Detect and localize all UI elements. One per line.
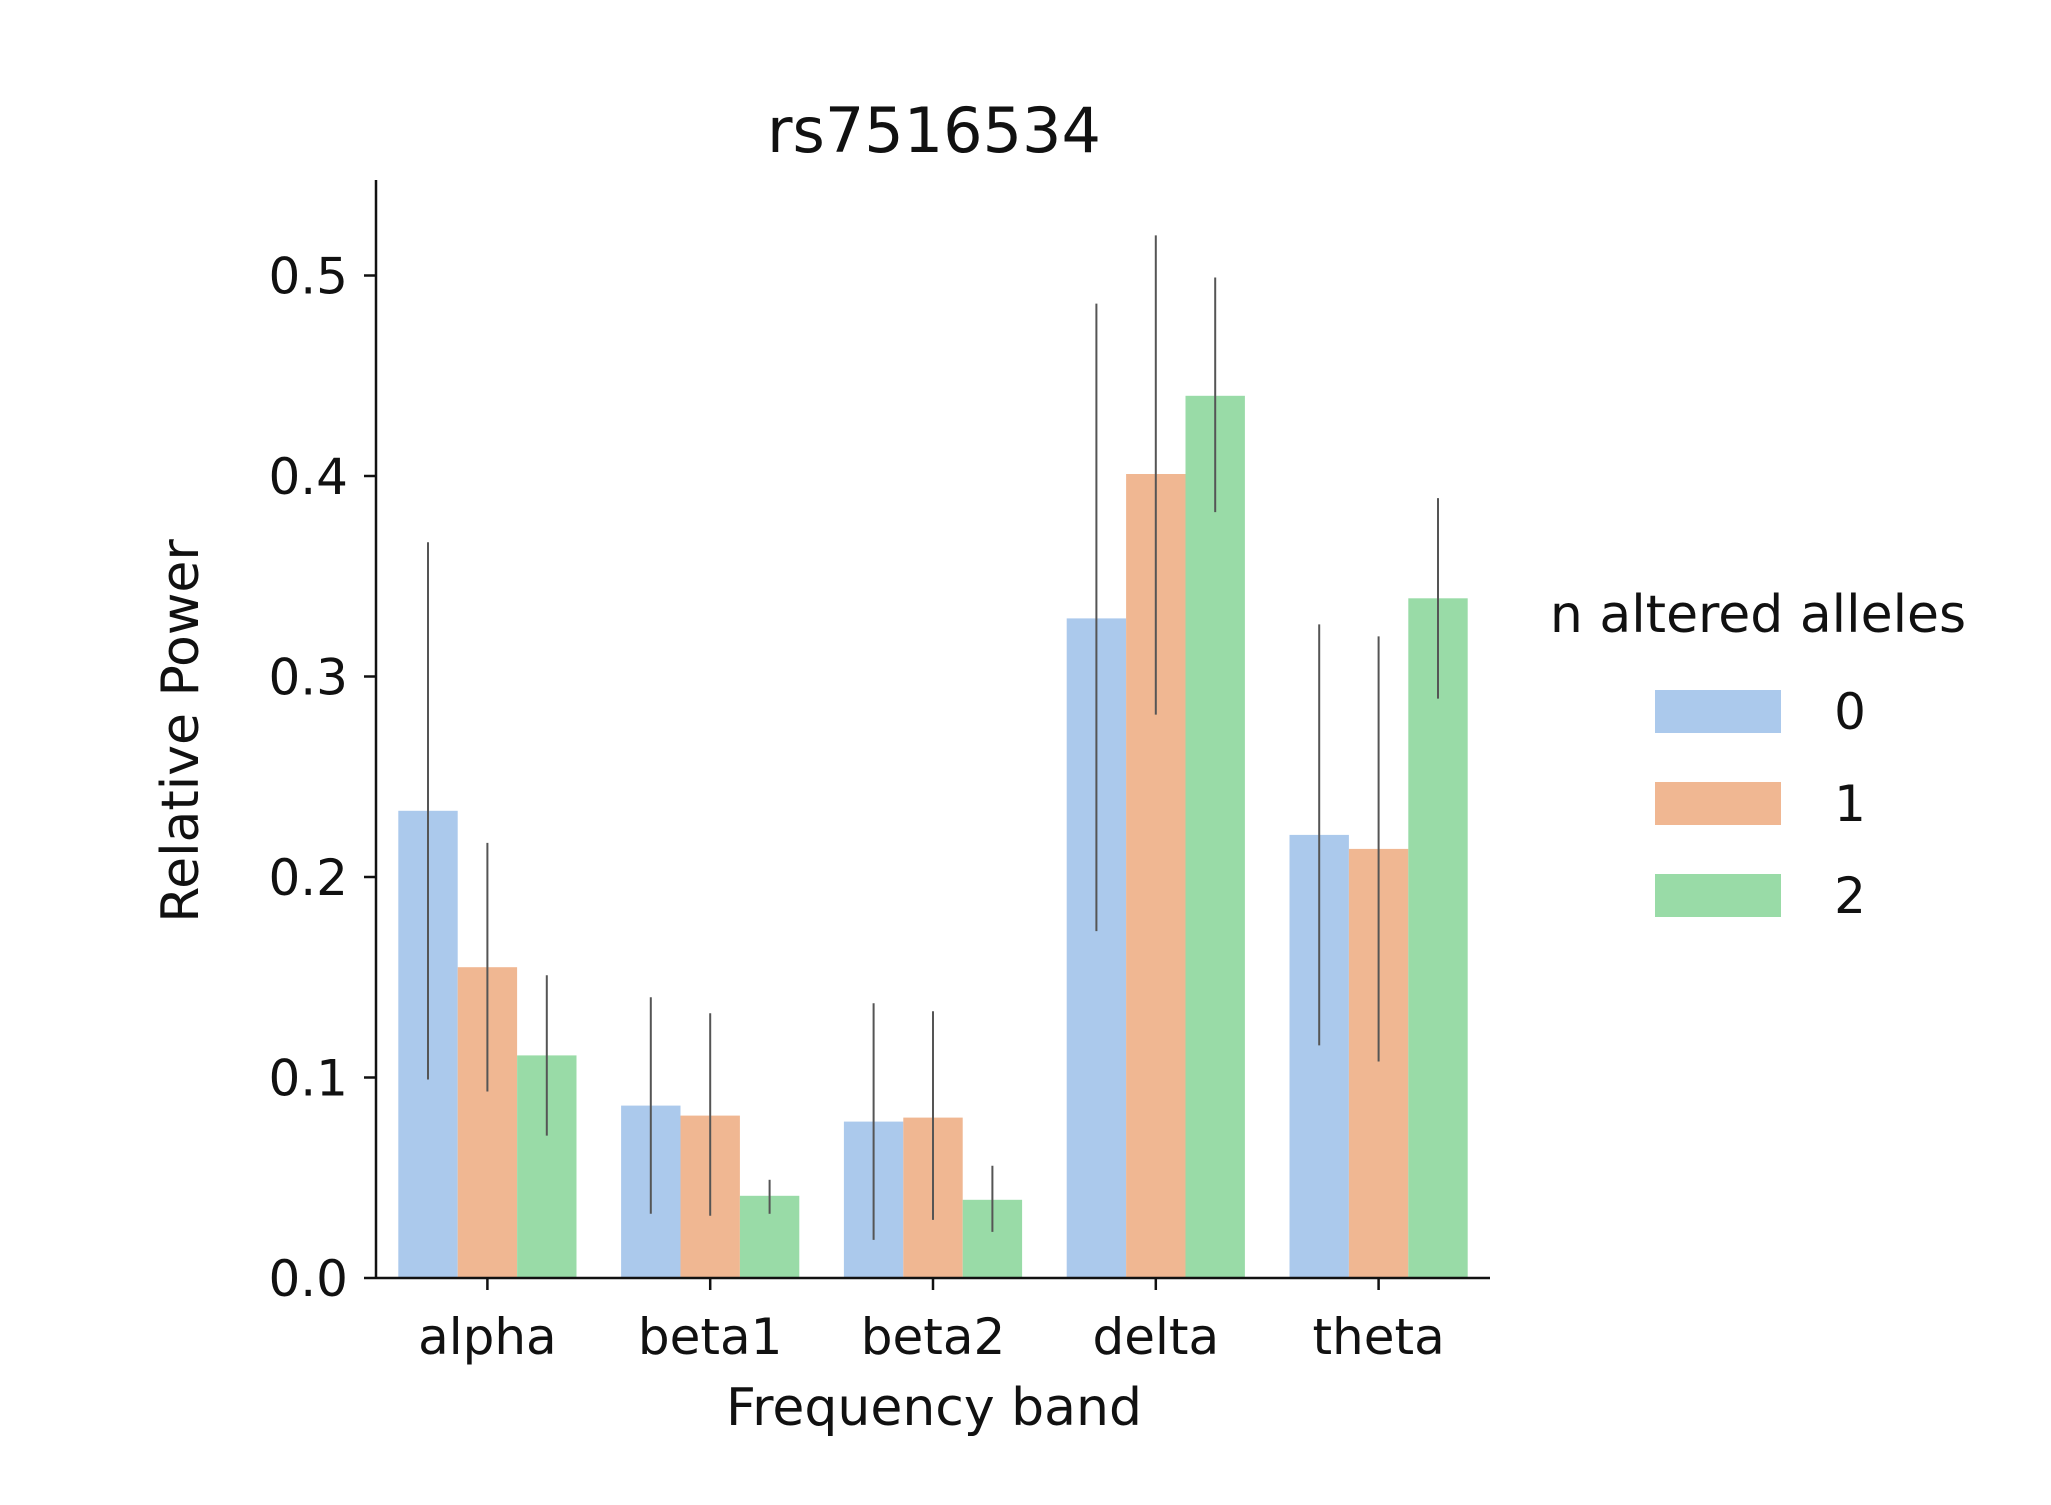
y-tick-label: 0.5: [268, 248, 348, 306]
chart-title: rs7516534: [767, 94, 1101, 167]
y-tick-label: 0.1: [268, 1050, 348, 1108]
x-tick-label-delta: delta: [1092, 1308, 1219, 1366]
legend: n altered alleles 0 1 2: [1550, 585, 1966, 925]
error-bars-layer: [427, 235, 1439, 1240]
axes-layer: 0.0 0.1 0.2 0.3 0.4 0.5 alpha beta1 beta2 delta th…: [268, 180, 1490, 1366]
legend-label-2: 2: [1834, 867, 1866, 925]
x-tick-label-beta2: beta2: [861, 1308, 1006, 1366]
x-tick-label-theta: theta: [1312, 1308, 1444, 1366]
y-tick-label: 0.2: [268, 849, 348, 907]
legend-swatch-2: [1655, 874, 1781, 917]
x-tick-label-beta1: beta1: [638, 1308, 783, 1366]
x-axis-label: Frequency band: [726, 1378, 1142, 1438]
bar-theta-2: [1408, 598, 1468, 1278]
legend-label-0: 0: [1834, 683, 1866, 741]
y-tick-label: 0.4: [268, 448, 348, 506]
legend-swatch-1: [1655, 782, 1781, 825]
bars-layer: [398, 395, 1468, 1278]
legend-title: n altered alleles: [1550, 585, 1966, 645]
legend-swatch-0: [1655, 690, 1781, 733]
x-tick-label-alpha: alpha: [418, 1308, 557, 1366]
y-tick-label: 0.3: [268, 649, 348, 707]
y-axis-label: Relative Power: [151, 539, 211, 923]
bar-delta-2: [1185, 395, 1245, 1278]
legend-label-1: 1: [1834, 775, 1866, 833]
y-tick-label: 0.0: [268, 1250, 348, 1308]
